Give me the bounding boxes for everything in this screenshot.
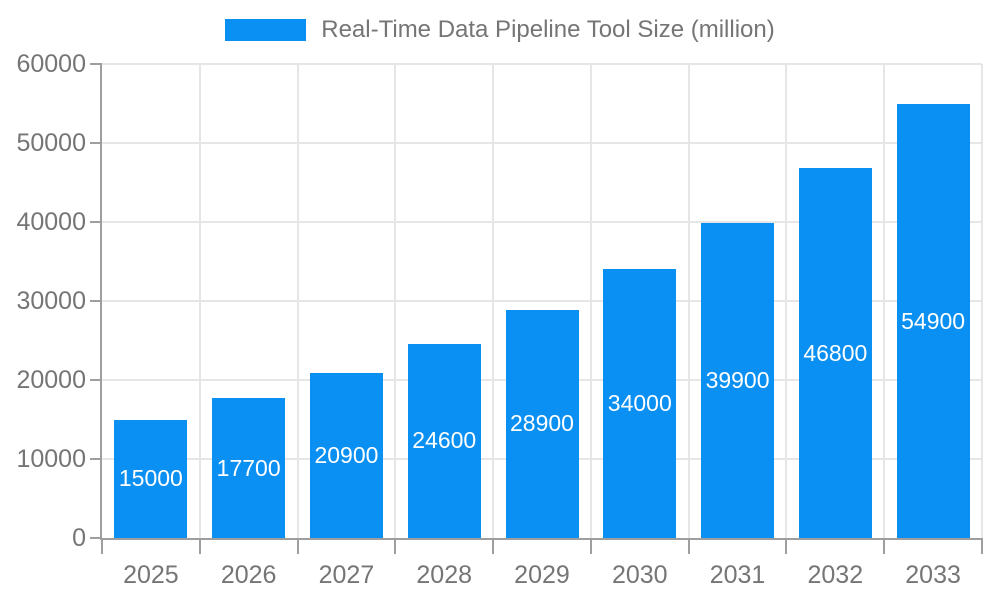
bar-value-label: 24600 (412, 427, 477, 454)
gridline-vertical (687, 64, 690, 538)
x-axis-tick (198, 538, 201, 554)
chart-title: Real-Time Data Pipeline Tool Size (milli… (321, 16, 775, 43)
bar-value-label: 28900 (510, 410, 574, 437)
x-axis-tick (394, 538, 397, 554)
x-axis-tick (296, 538, 299, 554)
y-axis-tick (90, 142, 102, 144)
gridline-vertical (296, 64, 299, 538)
x-axis-tick (492, 538, 495, 554)
y-axis-label: 50000 (16, 129, 86, 157)
y-axis-tick (90, 379, 102, 381)
bar[interactable]: 28900 (505, 309, 579, 538)
x-axis-label: 2029 (514, 561, 570, 589)
x-axis-label: 2031 (709, 561, 766, 589)
y-axis-tick (90, 221, 102, 223)
bar[interactable]: 54900 (896, 104, 970, 538)
y-axis-label: 30000 (16, 287, 86, 315)
y-axis-label: 10000 (16, 445, 86, 473)
x-axis-tick (883, 538, 886, 554)
x-axis-tick (687, 538, 690, 554)
y-axis-tick (90, 537, 102, 539)
x-axis-tick (981, 538, 983, 554)
x-axis-line (100, 538, 982, 540)
x-axis-label: 2026 (220, 561, 277, 589)
x-axis-tick (785, 538, 788, 554)
x-axis-label: 2033 (905, 561, 961, 589)
x-axis-label: 2027 (318, 561, 375, 589)
gridline-vertical (981, 64, 983, 538)
legend[interactable]: Real-Time Data Pipeline Tool Size (milli… (0, 16, 1000, 44)
x-axis-label: 2028 (416, 561, 473, 589)
legend-swatch (225, 19, 307, 41)
gridline-vertical (394, 64, 397, 538)
bar-value-label: 39900 (705, 366, 770, 393)
gridline-vertical (198, 64, 201, 538)
bar-value-label: 20900 (314, 441, 379, 468)
bar-value-label: 17700 (216, 454, 281, 481)
gridline-horizontal (102, 300, 982, 302)
y-axis-label: 60000 (16, 50, 86, 78)
x-axis-label: 2030 (611, 561, 668, 589)
x-axis-tick (589, 538, 592, 554)
y-axis-label: 0 (72, 524, 86, 552)
bar[interactable]: 15000 (114, 419, 188, 538)
bar[interactable]: 20900 (309, 372, 383, 538)
y-axis-tick (90, 458, 102, 460)
bar-value-label: 34000 (607, 390, 672, 417)
bar[interactable]: 46800 (798, 168, 872, 538)
gridline-vertical (883, 64, 886, 538)
bar[interactable]: 34000 (603, 269, 677, 538)
y-axis-tick (90, 300, 102, 302)
bar-value-label: 15000 (118, 465, 183, 492)
gridline-horizontal (102, 221, 982, 223)
gridline-horizontal (102, 63, 982, 65)
x-axis-tick (101, 538, 103, 554)
bar[interactable]: 24600 (407, 343, 481, 538)
gridline-vertical (589, 64, 592, 538)
y-axis-tick (90, 63, 102, 65)
bar[interactable]: 17700 (212, 398, 286, 538)
x-axis-label: 2032 (807, 561, 864, 589)
bar-value-label: 46800 (803, 339, 868, 366)
bar-value-label: 54900 (901, 307, 966, 334)
y-axis-line (100, 64, 102, 538)
x-axis-label: 2025 (123, 561, 179, 589)
bar[interactable]: 39900 (701, 222, 775, 538)
y-axis-label: 20000 (16, 366, 86, 394)
y-axis-label: 40000 (16, 208, 86, 236)
gridline-vertical (492, 64, 495, 538)
gridline-vertical (785, 64, 788, 538)
gridline-horizontal (102, 142, 982, 144)
